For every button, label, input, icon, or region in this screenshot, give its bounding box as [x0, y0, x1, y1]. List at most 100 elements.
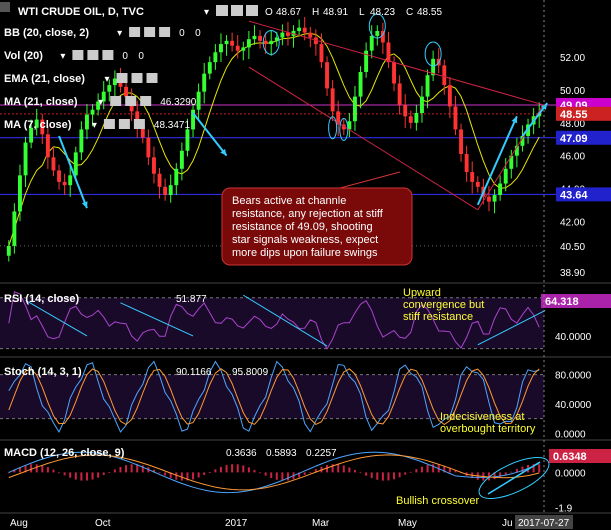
- gear-icon[interactable]: [131, 73, 143, 83]
- x-axis: Aug Oct 2017 Mar May Ju 2017-07-27: [10, 515, 573, 529]
- macd-histogram-bar: [7, 472, 10, 474]
- macd-histogram-bar: [13, 469, 16, 473]
- close-icon[interactable]: [102, 50, 114, 60]
- candle-body: [246, 39, 251, 48]
- macd-histogram-bar: [52, 469, 55, 473]
- arrow-head: [220, 148, 227, 156]
- macd-histogram-bar: [314, 469, 317, 473]
- candle: [498, 175, 503, 201]
- candle: [23, 136, 28, 188]
- macd-histogram-bar: [432, 464, 435, 473]
- close-icon[interactable]: [133, 119, 145, 129]
- indicator-label: MA (7, close): [4, 119, 72, 131]
- chevron-down-icon[interactable]: ▾: [117, 28, 122, 39]
- candle-body: [414, 113, 419, 123]
- stoch-band: [0, 374, 544, 419]
- price-tick-label: 38.90: [560, 268, 585, 279]
- candle: [313, 29, 318, 56]
- macd-histogram-bar: [499, 472, 502, 478]
- candle-body: [196, 91, 201, 110]
- macd-histogram-bar: [108, 472, 111, 474]
- x-tick-label: Mar: [312, 518, 330, 529]
- macd-histogram-bar: [30, 464, 33, 473]
- candle: [353, 85, 357, 131]
- gear-icon[interactable]: [87, 50, 99, 60]
- macd-histogram-bar: [169, 472, 172, 478]
- candle-body: [40, 119, 45, 135]
- chevron-down-icon[interactable]: ▾: [92, 120, 97, 131]
- candle: [358, 66, 363, 109]
- candle-body: [101, 91, 106, 102]
- indicator-value: 0: [122, 51, 128, 62]
- candle-body: [487, 196, 491, 202]
- collapse-toggle[interactable]: [0, 2, 10, 12]
- candle-body: [219, 44, 223, 53]
- eye-icon[interactable]: [129, 27, 141, 37]
- indicator-value: 48.3471: [154, 120, 191, 131]
- callout-pointer: [339, 171, 401, 189]
- candle-body: [459, 129, 463, 155]
- candle: [302, 17, 307, 41]
- rsi-tag-bg: [541, 294, 611, 308]
- legend: WTI CRUDE OIL, D, TVC ▾ O 48.67 H 48.91 L 48.23…: [0, 2, 442, 131]
- close-icon[interactable]: [140, 96, 152, 106]
- macd-tag-bg: [549, 449, 611, 463]
- macd-histogram-bar: [303, 472, 306, 475]
- candle-body: [280, 32, 285, 38]
- gear-icon[interactable]: [216, 5, 228, 16]
- macd-histogram-bar: [298, 472, 301, 478]
- macd-histogram-bar: [41, 465, 44, 473]
- macd-histogram-bar: [136, 464, 139, 473]
- candle-body: [403, 104, 408, 117]
- stoch-annotation-line: Indecisiveness at: [440, 411, 524, 423]
- eye-icon[interactable]: [103, 119, 115, 129]
- gear-icon[interactable]: [118, 119, 130, 129]
- close-icon[interactable]: [246, 5, 258, 16]
- candle-body: [258, 35, 262, 41]
- candle: [246, 30, 251, 60]
- chevron-down-icon[interactable]: ▾: [98, 97, 103, 108]
- rsi-annotation-line: Upward: [403, 287, 441, 299]
- stoch-annotation: Indecisiveness at overbought territory: [440, 411, 536, 435]
- indicator-label: MA (21, close): [4, 96, 78, 108]
- eye-icon[interactable]: [116, 73, 128, 83]
- callout-background: [221, 187, 413, 266]
- close-icon[interactable]: [146, 73, 158, 83]
- ohlc-label: L: [359, 7, 365, 18]
- candle-body: [202, 73, 207, 92]
- macd-value: 0.2257: [306, 448, 337, 459]
- macd-histogram-bar: [58, 472, 61, 474]
- chevron-down-icon[interactable]: ▾: [60, 51, 65, 62]
- candle: [336, 100, 341, 137]
- rsi-annotation: Upward convergence but stiff resistance: [403, 287, 484, 323]
- gear-icon[interactable]: [125, 96, 137, 106]
- gear-icon[interactable]: [144, 27, 156, 37]
- macd-histogram-bar: [203, 472, 206, 475]
- macd-histogram-bar: [158, 472, 161, 474]
- settings-icon[interactable]: [231, 5, 243, 16]
- candle: [18, 164, 22, 222]
- candle-body: [364, 50, 369, 72]
- chevron-down-icon[interactable]: ▾: [204, 7, 209, 18]
- candle-body: [140, 126, 145, 138]
- candle-body: [470, 172, 475, 182]
- price-tick-label: 50.00: [560, 86, 585, 97]
- indicator-value: 0: [138, 51, 144, 62]
- eye-icon[interactable]: [110, 96, 122, 106]
- candle: [196, 83, 201, 120]
- candle: [286, 21, 290, 46]
- candlesticks: [6, 17, 542, 262]
- candle-body: [230, 40, 235, 46]
- close-icon[interactable]: [159, 27, 171, 37]
- candle-body: [224, 40, 229, 45]
- chevron-down-icon[interactable]: ▾: [105, 74, 110, 85]
- macd-histogram-bar: [214, 469, 217, 473]
- candle: [219, 33, 223, 62]
- macd-histogram-bar: [102, 472, 105, 476]
- rsi-value: 51.877: [176, 294, 207, 305]
- macd-trend-arrow: [487, 461, 541, 495]
- eye-icon[interactable]: [72, 50, 84, 60]
- candle-body: [274, 37, 279, 41]
- callout-text: Bears active at channle resistance, any r…: [232, 195, 384, 259]
